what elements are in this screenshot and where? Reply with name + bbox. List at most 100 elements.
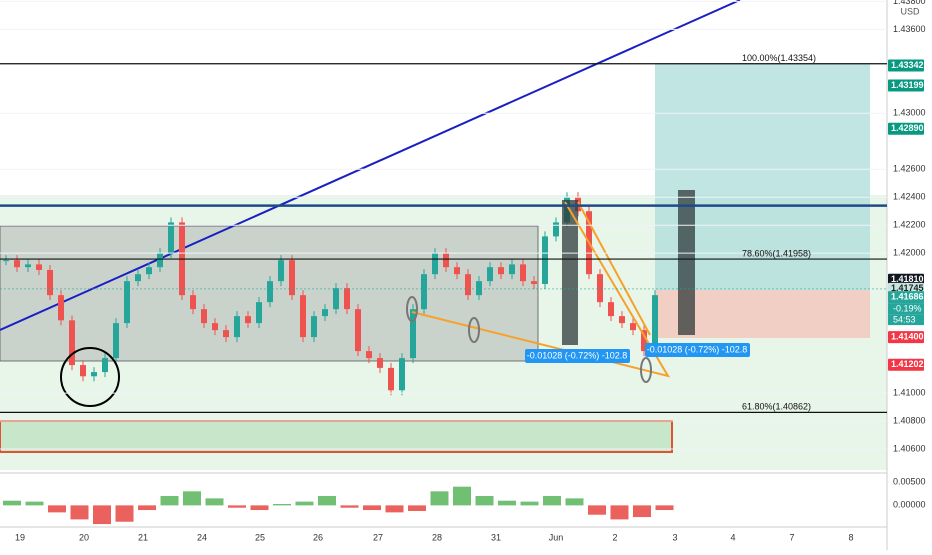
candle <box>322 309 328 317</box>
osc-bar <box>273 503 291 506</box>
measure-label-bg <box>525 349 630 363</box>
x-tick-label: 8 <box>848 532 853 542</box>
x-tick-label: 21 <box>138 532 148 542</box>
osc-bar <box>318 496 336 506</box>
candle <box>355 309 361 352</box>
price-tag <box>888 59 924 72</box>
candle <box>113 323 119 359</box>
currency: USD <box>900 6 920 16</box>
price-tag-label: 1.41686 <box>891 291 924 301</box>
candle <box>509 264 515 275</box>
osc-bar <box>363 505 381 511</box>
x-tick-label: 31 <box>491 532 501 542</box>
y-tick-label: 1.41000 <box>893 387 926 397</box>
candle <box>245 316 251 324</box>
measure-bar <box>562 200 578 345</box>
measure-bar <box>678 190 695 335</box>
osc-bar <box>543 496 561 506</box>
candle <box>333 288 339 310</box>
x-tick-label: 25 <box>255 532 265 542</box>
candle <box>520 264 526 282</box>
candle <box>553 222 559 237</box>
measure-label-bg <box>645 343 750 357</box>
candle <box>168 222 174 254</box>
candle <box>36 264 42 270</box>
candle <box>399 358 405 391</box>
price-tag-label: 1.41400 <box>891 331 924 341</box>
candle <box>432 253 438 275</box>
candle <box>597 274 603 303</box>
x-tick-label: 27 <box>373 532 383 542</box>
y-tick-label: 1.40800 <box>893 415 926 425</box>
osc-tick-label: 0.00000 <box>893 500 926 510</box>
osc-bar <box>48 505 66 513</box>
candle <box>146 267 152 275</box>
x-tick-label: Jun <box>549 532 564 542</box>
x-tick-label: 26 <box>313 532 323 542</box>
candle <box>311 316 317 338</box>
osc-bar <box>520 501 539 506</box>
osc-bar <box>228 505 246 508</box>
osc-bar <box>475 496 494 506</box>
candle <box>300 295 306 338</box>
candle <box>476 281 482 296</box>
candle <box>344 288 350 310</box>
candle <box>14 260 20 268</box>
osc-bar <box>93 505 111 525</box>
x-tick-label: 20 <box>79 532 89 542</box>
candle <box>388 367 394 391</box>
fib-label: 100.00%(1.43354) <box>742 53 816 63</box>
ellipse <box>406 296 418 322</box>
countdown-bg <box>888 303 924 315</box>
y-tick-label: 1.43600 <box>893 24 926 34</box>
osc-bar <box>408 505 426 511</box>
candle <box>267 281 273 303</box>
candle <box>3 260 9 262</box>
osc-bar <box>610 505 629 520</box>
price-tag-label: 1.41810 <box>891 274 924 284</box>
candle <box>498 267 504 275</box>
osc-bar <box>183 491 201 506</box>
osc-bar <box>138 505 156 511</box>
measure-label: -0.01028 (-0.72%) -102.8 <box>647 344 748 354</box>
candle <box>278 260 284 282</box>
candle <box>641 330 647 352</box>
candle <box>223 330 229 338</box>
x-tick-label: 2 <box>612 532 617 542</box>
price-tag-label: 1.43342 <box>891 60 924 70</box>
price-tag-label: 1.41745 <box>891 283 924 293</box>
fib-label: 61.80%(1.40862) <box>742 402 811 412</box>
osc-bar <box>633 505 651 518</box>
candle <box>135 274 141 282</box>
y-tick-label: 1.42000 <box>893 248 926 258</box>
price-tag <box>888 273 924 286</box>
price-tag <box>888 358 924 371</box>
osc-bar <box>295 501 314 506</box>
osc-tick-label: 0.00500 <box>893 476 926 486</box>
osc-bar <box>655 505 674 511</box>
candle <box>256 302 262 324</box>
candle <box>212 323 218 331</box>
candle <box>487 267 493 282</box>
candle <box>69 320 75 366</box>
candle <box>190 295 196 310</box>
candle <box>608 302 614 317</box>
candle <box>25 264 31 268</box>
candle <box>91 372 97 377</box>
ellipse <box>640 357 652 383</box>
measure-label: -0.01028 (-0.72%) -102.8 <box>527 350 628 360</box>
x-tick-label: 24 <box>197 532 207 542</box>
fib-label: 78.60%(1.41958) <box>742 248 811 258</box>
price-tag-label: 1.42890 <box>891 123 924 133</box>
osc-bar <box>160 496 179 506</box>
candle <box>377 358 383 368</box>
x-tick-label: 4 <box>730 532 735 542</box>
y-tick-label: 1.43800 <box>893 0 926 6</box>
osc-bar <box>250 505 269 511</box>
countdown: 54:53 <box>893 314 916 324</box>
candle <box>234 316 240 338</box>
y-tick-label: 1.43000 <box>893 108 926 118</box>
x-tick-label: 3 <box>672 532 677 542</box>
candle <box>366 351 372 359</box>
osc-bar <box>3 500 21 506</box>
